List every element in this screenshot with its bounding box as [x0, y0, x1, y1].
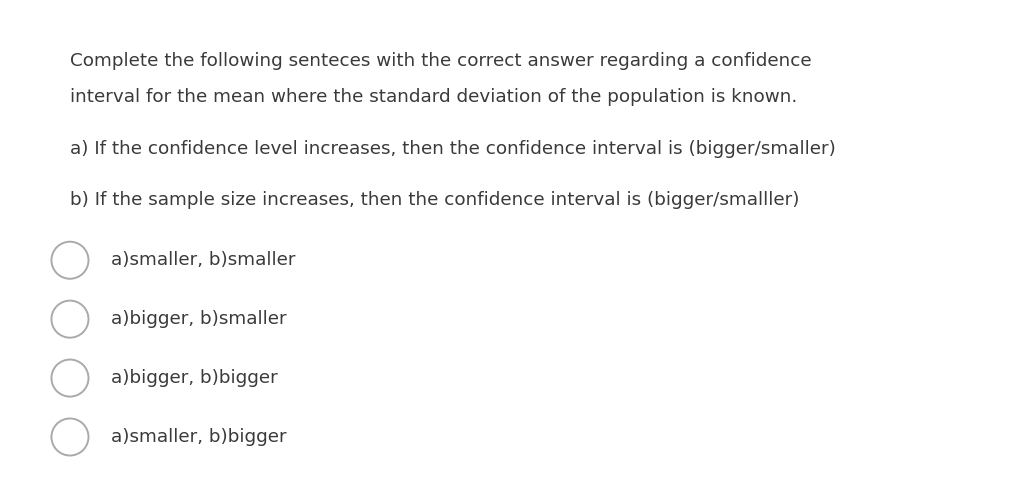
Text: a)smaller, b)bigger: a)smaller, b)bigger [111, 428, 287, 446]
Text: Complete the following senteces with the correct answer regarding a confidence: Complete the following senteces with the… [70, 52, 812, 70]
Text: a) If the confidence level increases, then the confidence interval is (bigger/sm: a) If the confidence level increases, th… [70, 140, 836, 158]
Text: a)smaller, b)smaller: a)smaller, b)smaller [111, 251, 295, 269]
Text: a)bigger, b)smaller: a)bigger, b)smaller [111, 310, 287, 328]
Text: a)bigger, b)bigger: a)bigger, b)bigger [111, 369, 278, 387]
Text: interval for the mean where the standard deviation of the population is known.: interval for the mean where the standard… [70, 88, 797, 107]
Text: b) If the sample size increases, then the confidence interval is (bigger/smallle: b) If the sample size increases, then th… [70, 191, 800, 210]
